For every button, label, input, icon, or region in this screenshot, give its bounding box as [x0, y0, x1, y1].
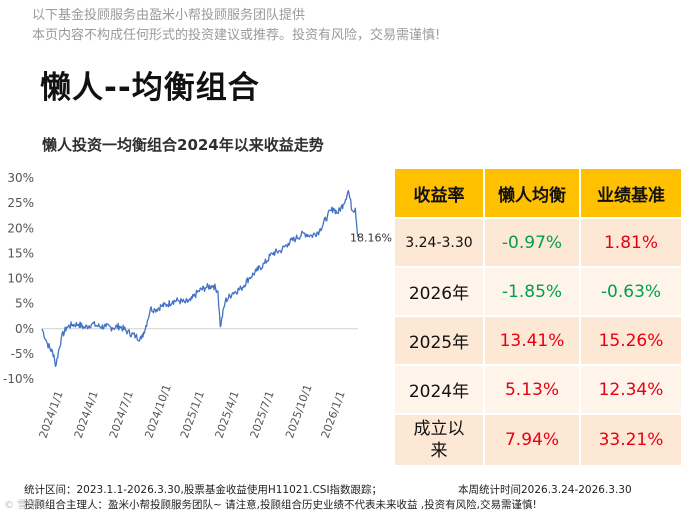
page-title: 懒人--均衡组合: [40, 70, 260, 106]
y-tick-label: 15%: [7, 246, 34, 260]
row-label: 3.24-3.30: [393, 217, 485, 268]
disclaimer: 以下基金投顾服务由盈米小帮投顾服务团队提供 本页内容不构成任何形式的投资建议或推…: [32, 6, 440, 46]
y-tick-label: -10%: [3, 372, 34, 386]
watermark: © 雪球: [4, 500, 38, 511]
benchmark-return: 1.81%: [579, 217, 683, 268]
fund-return: 7.94%: [483, 413, 581, 467]
end-value-label: 18.16%: [350, 231, 392, 244]
y-tick-label: 20%: [7, 221, 34, 235]
benchmark-return: 15.26%: [579, 315, 683, 366]
fund-return: 13.41%: [483, 315, 581, 366]
benchmark-return: 12.34%: [579, 364, 683, 415]
row-label: 2026年: [393, 266, 485, 317]
header-benchmark: 业绩基准: [579, 167, 683, 219]
table-header-row: 收益率 懒人均衡 业绩基准: [393, 167, 683, 219]
y-tick-label: -5%: [11, 347, 34, 361]
series-line: [41, 189, 359, 368]
table-row: 3.24-3.30 -0.97% 1.81%: [393, 217, 683, 268]
row-label: 2025年: [393, 315, 485, 366]
table-row: 2026年 -1.85% -0.63%: [393, 266, 683, 317]
return-trend-chart: 30% 25% 20% 15% 10% 5% 0% -5% -10%2024/1/1 2024/4…: [3, 171, 392, 440]
x-tick-label: 2026/1/1: [319, 389, 348, 440]
performance-table: 收益率 懒人均衡 业绩基准 3.24-3.30 -0.97% 1.81% 202…: [393, 167, 683, 467]
x-tick-label: 2024/4/1: [72, 389, 101, 440]
x-tick-label: 2025/1/1: [178, 389, 207, 440]
row-label: 2024年: [393, 364, 485, 415]
table-row: 2025年 13.41% 15.26%: [393, 315, 683, 366]
fund-return: -1.85%: [483, 266, 581, 317]
y-tick-label: 0%: [15, 322, 34, 336]
stats-range-note: 统计区间：2023.1.1-2026.3.30,股票基金收益使用H11021.C…: [24, 484, 383, 496]
x-tick-label: 2024/10/1: [142, 383, 174, 440]
fund-return: 5.13%: [483, 364, 581, 415]
header-fund: 懒人均衡: [483, 167, 581, 219]
x-tick-label: 2024/7/1: [107, 389, 136, 440]
disclaimer-line-2: 本页内容不构成任何形式的投资建议或推荐。投资有风险，交易需谨慎!: [32, 28, 441, 43]
table-row: 成立以来 7.94% 33.21%: [393, 413, 683, 467]
benchmark-return: 33.21%: [579, 413, 683, 467]
x-tick-label: 2025/4/1: [213, 389, 242, 440]
disclaimer-line-1: 以下基金投顾服务由盈米小帮投顾服务团队提供: [32, 8, 306, 23]
table-row: 2024年 5.13% 12.34%: [393, 364, 683, 415]
y-tick-label: 10%: [7, 272, 34, 286]
benchmark-return: -0.63%: [579, 266, 683, 317]
x-tick-label: 2025/10/1: [283, 383, 315, 440]
header-return: 收益率: [393, 167, 485, 219]
x-tick-label: 2025/7/1: [248, 389, 277, 440]
y-tick-label: 5%: [15, 297, 34, 311]
y-tick-label: 25%: [7, 196, 34, 210]
fund-return: -0.97%: [483, 217, 581, 268]
row-label: 成立以来: [393, 413, 485, 467]
manager-note: 投顾组合主理人：盈米小帮投顾服务团队~ 请注意,投顾组合历史业绩不代表未来收益 …: [24, 499, 537, 511]
x-tick-label: 2024/1/1: [37, 389, 66, 440]
weekly-range-note: 本周统计时间2026.3.24-2026.3.30: [458, 484, 632, 496]
y-tick-label: 30%: [7, 171, 34, 185]
chart-title: 懒人投资一均衡组合2024年以来收益走势: [42, 136, 324, 154]
